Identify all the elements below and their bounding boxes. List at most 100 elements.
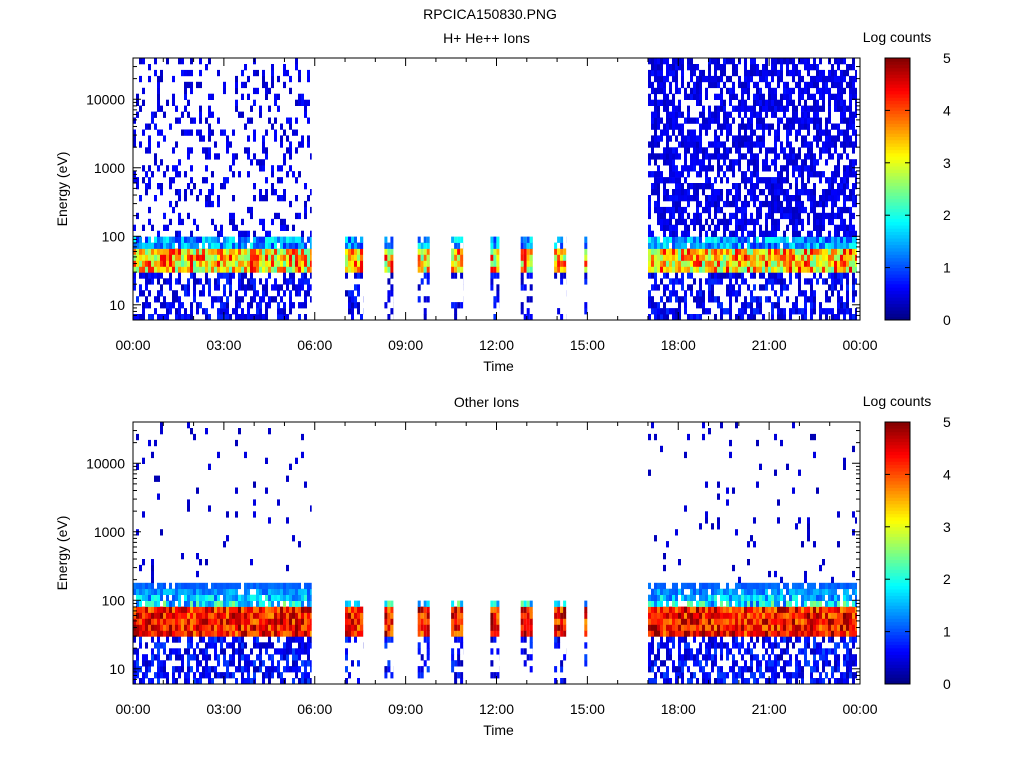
- heatmap-cell: [714, 231, 717, 237]
- heatmap-cell: [657, 261, 660, 267]
- heatmap-cell: [241, 642, 244, 648]
- heatmap-cell: [190, 118, 193, 124]
- heatmap-cell: [557, 625, 560, 631]
- heatmap-cell: [813, 237, 816, 243]
- heatmap-cell: [292, 535, 295, 541]
- heatmap-cell: [530, 243, 533, 249]
- heatmap-cell: [232, 153, 235, 159]
- heatmap-cell: [202, 135, 205, 141]
- heatmap-cell: [837, 183, 840, 189]
- heatmap-cell: [789, 272, 792, 278]
- heatmap-cell: [387, 630, 390, 636]
- heatmap-cell: [708, 106, 711, 112]
- heatmap-cell: [304, 183, 307, 189]
- heatmap-cell: [813, 118, 816, 124]
- heatmap-cell: [493, 636, 496, 642]
- heatmap-cell: [654, 183, 657, 189]
- heatmap-cell: [357, 601, 360, 607]
- heatmap-cell: [771, 302, 774, 308]
- heatmap-cell: [810, 249, 813, 255]
- heatmap-cell: [584, 266, 587, 272]
- heatmap-cell: [717, 272, 720, 278]
- heatmap-cell: [693, 159, 696, 165]
- heatmap-cell: [654, 589, 657, 595]
- heatmap-cell: [220, 583, 223, 589]
- heatmap-cell: [666, 272, 669, 278]
- heatmap-cell: [151, 272, 154, 278]
- heatmap-cell: [852, 189, 855, 195]
- heatmap-cell: [351, 619, 354, 625]
- heatmap-cell: [241, 296, 244, 302]
- heatmap-cell: [678, 106, 681, 112]
- heatmap-cell: [283, 630, 286, 636]
- heatmap-cell: [789, 314, 792, 320]
- heatmap-cell: [795, 159, 798, 165]
- heatmap-cell: [253, 660, 256, 666]
- heatmap-cell: [702, 147, 705, 153]
- heatmap-cell: [584, 607, 587, 613]
- heatmap-cell: [834, 106, 837, 112]
- heatmap-cell: [663, 147, 666, 153]
- heatmap-cell: [421, 249, 424, 255]
- heatmap-cell: [780, 183, 783, 189]
- heatmap-cell: [660, 595, 663, 601]
- heatmap-cell: [460, 272, 463, 278]
- heatmap-cell: [190, 666, 193, 672]
- heatmap-cell: [714, 278, 717, 284]
- heatmap-cell: [657, 648, 660, 654]
- heatmap-cell: [759, 296, 762, 302]
- heatmap-cell: [348, 308, 351, 314]
- heatmap-cell: [496, 613, 499, 619]
- heatmap-cell: [166, 225, 169, 231]
- heatmap-cell: [424, 613, 427, 619]
- heatmap-cell: [193, 237, 196, 243]
- heatmap-cell: [711, 261, 714, 267]
- heatmap-cell: [259, 219, 262, 225]
- heatmap-cell: [274, 583, 277, 589]
- heatmap-cell: [747, 201, 750, 207]
- heatmap-cell: [154, 296, 157, 302]
- heatmap-cell: [843, 261, 846, 267]
- heatmap-cell: [654, 177, 657, 183]
- heatmap-cell: [244, 266, 247, 272]
- heatmap-cell: [804, 243, 807, 249]
- heatmap-cell: [651, 237, 654, 243]
- heatmap-cell: [720, 243, 723, 249]
- heatmap-cell: [660, 619, 663, 625]
- heatmap-cell: [250, 255, 253, 261]
- heatmap-cell: [205, 177, 208, 183]
- heatmap-cell: [804, 290, 807, 296]
- heatmap-cell: [831, 76, 834, 82]
- heatmap-cell: [244, 613, 247, 619]
- heatmap-cell: [557, 636, 560, 642]
- heatmap-cell: [648, 266, 651, 272]
- heatmap-cell: [154, 261, 157, 267]
- heatmap-cell: [741, 249, 744, 255]
- heatmap-cell: [307, 613, 310, 619]
- heatmap-cell: [217, 284, 220, 290]
- heatmap-cell: [211, 630, 214, 636]
- heatmap-cell: [265, 630, 268, 636]
- heatmap-cell: [837, 308, 840, 314]
- heatmap-cell: [286, 135, 289, 141]
- heatmap-cell: [172, 296, 175, 302]
- heatmap-cell: [184, 619, 187, 625]
- heatmap-cell: [651, 296, 654, 302]
- heatmap-cell: [738, 189, 741, 195]
- heatmap-cell: [348, 266, 351, 272]
- heatmap-cell: [810, 243, 813, 249]
- heatmap-cell: [148, 249, 151, 255]
- heatmap-cell: [735, 249, 738, 255]
- heatmap-cell: [271, 625, 274, 631]
- heatmap-cell: [226, 583, 229, 589]
- heatmap-cell: [651, 308, 654, 314]
- heatmap-cell: [250, 613, 253, 619]
- heatmap-cell: [196, 243, 199, 249]
- heatmap-cell: [193, 243, 196, 249]
- heatmap-cell: [286, 607, 289, 613]
- heatmap-cell: [816, 100, 819, 106]
- heatmap-cell: [741, 135, 744, 141]
- heatmap-cell: [843, 70, 846, 76]
- heatmap-cell: [310, 261, 312, 267]
- heatmap-cell: [220, 613, 223, 619]
